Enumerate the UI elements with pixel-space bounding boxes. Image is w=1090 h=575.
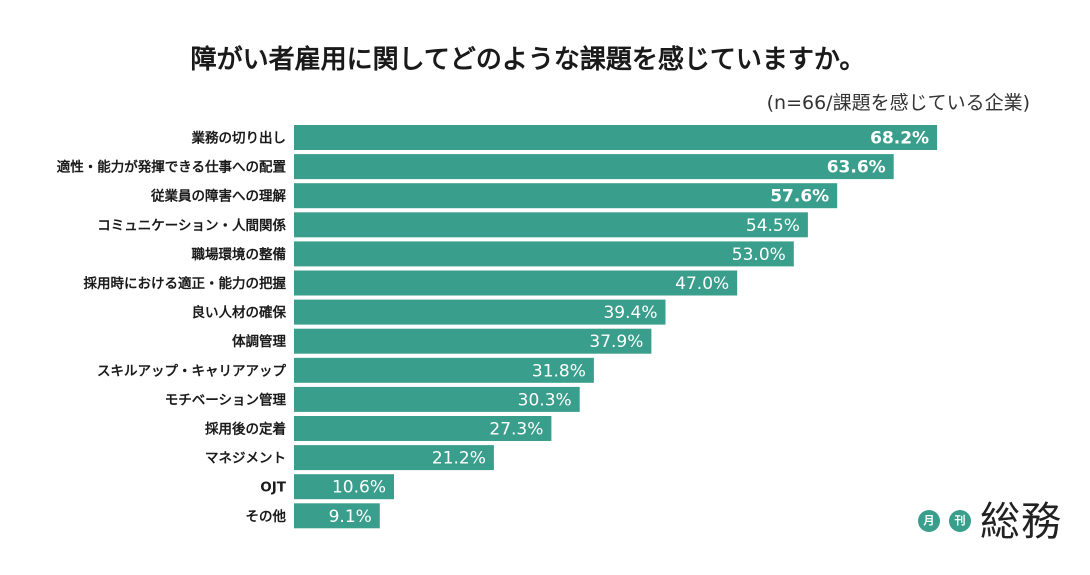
category-label: スキルアップ・キャリアアップ bbox=[97, 363, 286, 379]
value-label: 63.6% bbox=[827, 158, 886, 178]
bar bbox=[294, 154, 894, 180]
logo-badge-publication: 刊 bbox=[949, 510, 971, 532]
bar bbox=[294, 241, 794, 267]
category-label: 職場環境の整備 bbox=[192, 246, 287, 263]
category-label: コミュニケーション・人間関係 bbox=[97, 217, 286, 234]
value-label: 27.3% bbox=[489, 420, 543, 440]
publisher-logo: 月 刊 総務 bbox=[918, 496, 1078, 556]
bar bbox=[294, 445, 494, 471]
value-label: 47.0% bbox=[675, 274, 729, 294]
value-label: 10.6% bbox=[332, 478, 386, 498]
bar bbox=[294, 328, 652, 354]
value-label: 31.8% bbox=[532, 361, 586, 381]
chart-subtitle: (n=66/課題を感じている企業) bbox=[767, 92, 1030, 114]
bar bbox=[294, 183, 838, 209]
bar bbox=[294, 416, 552, 441]
bar bbox=[294, 270, 738, 296]
value-label: 21.2% bbox=[432, 449, 486, 469]
category-label: マネジメント bbox=[205, 451, 286, 467]
value-label: 57.6% bbox=[770, 187, 829, 207]
bar bbox=[294, 474, 394, 500]
category-label: 業務の切り出し bbox=[191, 130, 287, 147]
value-label: 39.4% bbox=[603, 303, 657, 323]
logo-badge-month: 月 bbox=[918, 510, 940, 532]
category-label: 採用時における適正・能力の把握 bbox=[84, 275, 287, 292]
bar bbox=[294, 386, 580, 412]
value-label: 30.3% bbox=[518, 390, 572, 410]
bar bbox=[294, 212, 808, 238]
logo-name: 総務 bbox=[980, 499, 1062, 545]
bar bbox=[294, 125, 938, 150]
value-label: 9.1% bbox=[329, 507, 372, 527]
category-label: 従業員の障害への理解 bbox=[150, 188, 286, 205]
value-label: 53.0% bbox=[732, 245, 786, 265]
category-label: その他 bbox=[246, 508, 287, 525]
bar bbox=[294, 357, 594, 383]
category-label: 良い人材の確保 bbox=[192, 304, 287, 321]
category-label: モチベーション管理 bbox=[165, 391, 287, 408]
category-label: OJT bbox=[260, 480, 286, 496]
value-label: 37.9% bbox=[589, 332, 643, 352]
category-label: 適性・能力が発揮できる仕事への配置 bbox=[57, 159, 287, 176]
bar bbox=[294, 503, 380, 529]
category-label: 体調管理 bbox=[232, 333, 286, 350]
bar bbox=[294, 299, 666, 325]
value-label: 68.2% bbox=[870, 129, 929, 149]
chart-title: 障がい者雇用に関してどのような課題を感じていますか。 bbox=[191, 44, 866, 75]
category-label: 採用後の定着 bbox=[205, 421, 286, 438]
bars-group: 業務の切り出し 68.2% 適性・能力が発揮できる仕事への配置 63.6% 従業員の障害… bbox=[57, 125, 938, 529]
value-label: 54.5% bbox=[746, 216, 800, 236]
